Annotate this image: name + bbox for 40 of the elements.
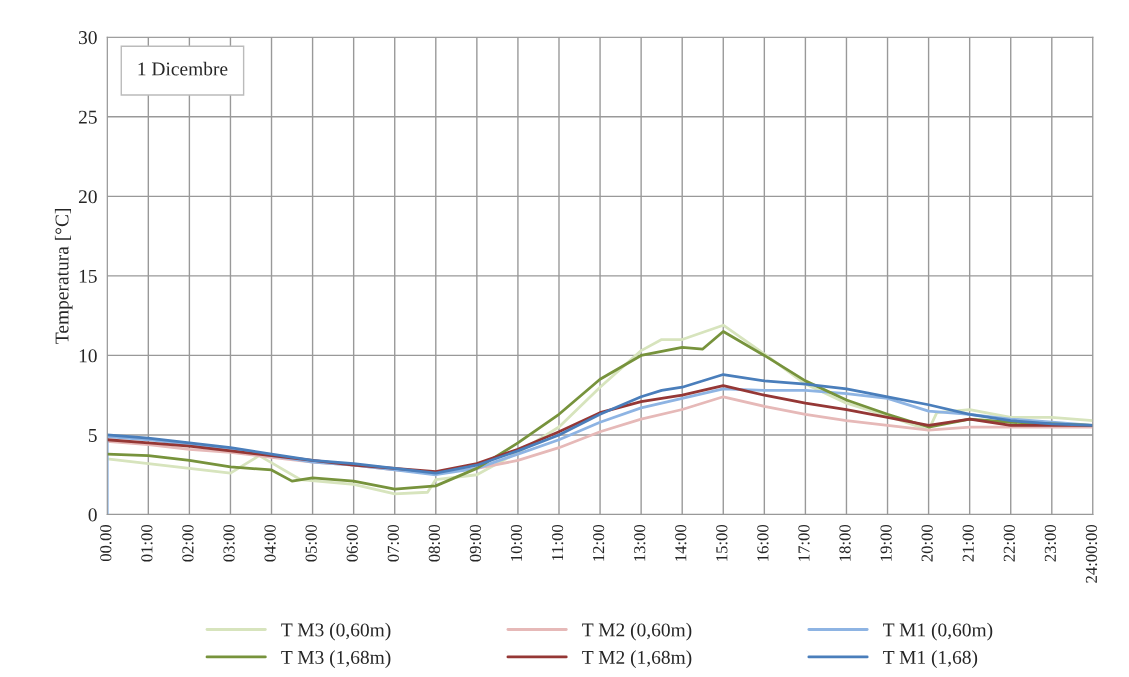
x-tick-label: 12:00 bbox=[592, 524, 605, 561]
y-tick-label: 25 bbox=[78, 110, 97, 124]
x-tick-label: 02:00 bbox=[182, 524, 194, 562]
x-tick-label: 22:00 bbox=[1003, 524, 1015, 562]
x-tick-label: 07:00 bbox=[387, 524, 399, 562]
x-tick-label: 18:00 bbox=[839, 524, 851, 561]
x-tick-label: 04:00 bbox=[264, 524, 276, 562]
x-tick-label: 06:00 bbox=[346, 524, 358, 562]
x-tick-label: 08:00 bbox=[428, 524, 441, 562]
legend-label: T M2 (0,60m) bbox=[582, 622, 692, 641]
x-tick-label: 20:00 bbox=[921, 524, 933, 562]
x-tick-label: 00.00 bbox=[100, 524, 112, 562]
x-tick-label: 21:00 bbox=[962, 524, 974, 562]
y-tick-label: 10 bbox=[79, 349, 97, 363]
x-tick-label: 13:00 bbox=[634, 524, 646, 561]
x-tick-label: 23:00 bbox=[1044, 524, 1057, 562]
x-tick-label: 01:00 bbox=[141, 524, 153, 562]
x-tick-label: 11:00 bbox=[551, 524, 564, 561]
y-tick-label: 30 bbox=[79, 31, 97, 45]
y-tick-label: 0 bbox=[88, 508, 97, 522]
x-tick-label: 14:00 bbox=[675, 524, 687, 561]
y-tick-label: 5 bbox=[88, 428, 97, 442]
x-tick-label: 19:00 bbox=[880, 524, 892, 561]
x-tick-label: 17:00 bbox=[798, 524, 810, 561]
x-tick-label: 03:00 bbox=[223, 524, 235, 562]
y-tick-label: 15 bbox=[79, 269, 97, 283]
x-tick-label: 10:00 bbox=[510, 524, 523, 561]
y-tick-label: 20 bbox=[78, 190, 97, 204]
legend-label: T M1 (0,60m) bbox=[883, 622, 993, 641]
legend-label: T M2 (1,68m) bbox=[582, 650, 692, 668]
x-tick-label: 16:00 bbox=[757, 524, 769, 561]
y-axis-title: Temperatura [°C] bbox=[54, 209, 73, 344]
x-tick-label: 15:00 bbox=[716, 524, 728, 561]
x-tick-label: 24:00:00 bbox=[1085, 524, 1098, 583]
legend-label: T M3 (0,60m) bbox=[281, 622, 391, 641]
legend-label: T M3 (1,68m) bbox=[281, 650, 391, 668]
x-tick-label: 05:00 bbox=[305, 524, 317, 562]
x-tick-label: 09:00 bbox=[469, 524, 482, 562]
annotation: 1 Dicembre bbox=[138, 61, 228, 76]
legend-label: T M1 (1,68) bbox=[883, 650, 978, 668]
